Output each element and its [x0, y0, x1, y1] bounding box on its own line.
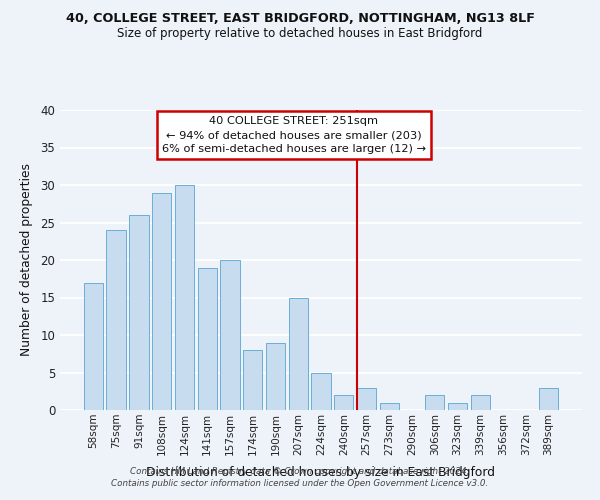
Text: 40 COLLEGE STREET: 251sqm
← 94% of detached houses are smaller (203)
6% of semi-: 40 COLLEGE STREET: 251sqm ← 94% of detac… [161, 116, 425, 154]
Bar [448, 402, 467, 410]
Bar [334, 395, 353, 410]
Bar [84, 282, 103, 410]
Bar [197, 268, 217, 410]
Bar [175, 185, 194, 410]
Text: Contains HM Land Registry data © Crown copyright and database right 2024.
Contai: Contains HM Land Registry data © Crown c… [112, 466, 488, 487]
Bar [539, 388, 558, 410]
Bar [266, 342, 285, 410]
Y-axis label: Number of detached properties: Number of detached properties [20, 164, 34, 356]
Bar [311, 372, 331, 410]
Bar [357, 388, 376, 410]
Bar [425, 395, 445, 410]
Bar [220, 260, 239, 410]
Bar [129, 215, 149, 410]
Bar [380, 402, 399, 410]
Bar [289, 298, 308, 410]
Bar [243, 350, 262, 410]
Bar [106, 230, 126, 410]
Bar [152, 192, 172, 410]
Text: Size of property relative to detached houses in East Bridgford: Size of property relative to detached ho… [118, 28, 482, 40]
Bar [470, 395, 490, 410]
X-axis label: Distribution of detached houses by size in East Bridgford: Distribution of detached houses by size … [146, 466, 496, 479]
Text: 40, COLLEGE STREET, EAST BRIDGFORD, NOTTINGHAM, NG13 8LF: 40, COLLEGE STREET, EAST BRIDGFORD, NOTT… [65, 12, 535, 26]
